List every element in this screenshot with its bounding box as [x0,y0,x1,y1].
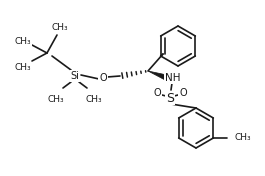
Text: CH₃: CH₃ [48,95,64,103]
Text: CH₃: CH₃ [86,95,102,103]
Text: CH₃: CH₃ [52,23,68,32]
Text: S: S [166,92,174,105]
Text: Si: Si [70,71,80,81]
Text: O: O [99,73,107,83]
Text: O: O [153,88,161,98]
Polygon shape [148,71,167,81]
Text: NH: NH [165,73,181,83]
Text: O: O [179,88,187,98]
Text: CH₃: CH₃ [15,62,31,71]
Text: CH₃: CH₃ [234,134,251,143]
Text: CH₃: CH₃ [15,36,31,46]
